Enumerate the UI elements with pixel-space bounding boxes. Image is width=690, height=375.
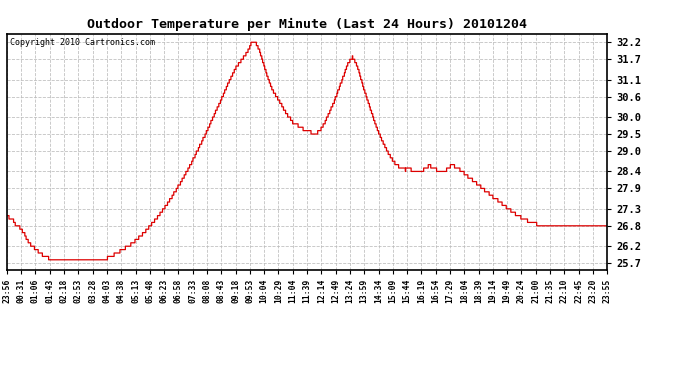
Title: Outdoor Temperature per Minute (Last 24 Hours) 20101204: Outdoor Temperature per Minute (Last 24 … [87,18,527,31]
Text: Copyright 2010 Cartronics.com: Copyright 2010 Cartronics.com [10,39,155,48]
